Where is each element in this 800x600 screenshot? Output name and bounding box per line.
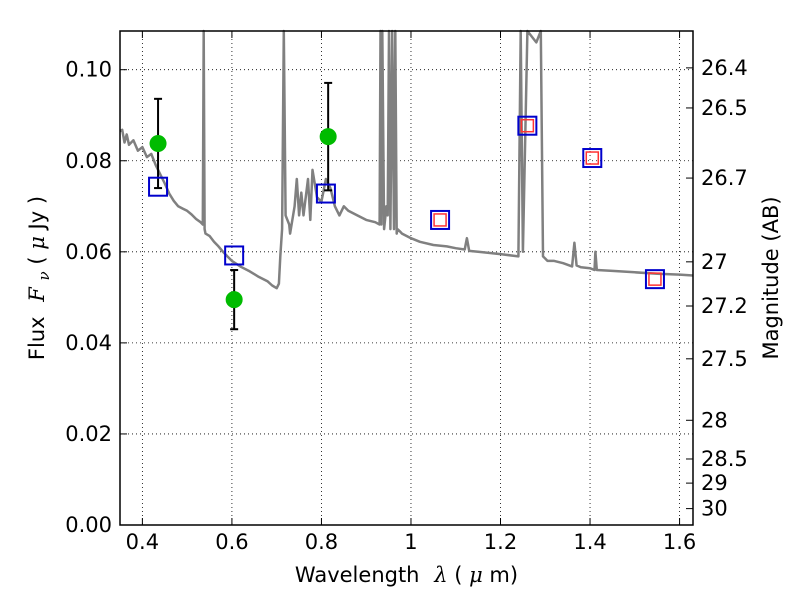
y2-tick-label: 27 — [701, 250, 728, 274]
x-tick-label: 0.8 — [305, 530, 338, 554]
y2-tick-label: 26.5 — [701, 96, 748, 120]
blue-square-point — [582, 148, 603, 169]
green-point — [319, 128, 337, 146]
x-axis-label-unit-open: ( — [454, 563, 462, 587]
y2-tick-label: 28.5 — [701, 447, 748, 471]
red-square-point — [648, 272, 662, 286]
x-axis-label-symbol: λ — [433, 563, 447, 587]
x-axis-label-unit-rest: m) — [489, 563, 518, 587]
data-markers — [148, 115, 665, 309]
y2-tick-label: 28 — [701, 408, 728, 432]
x-tick-label: 1.2 — [484, 530, 517, 554]
x-tick-label: 0.6 — [215, 530, 248, 554]
green-point — [149, 134, 167, 152]
y2-tick-label: 30 — [701, 497, 728, 521]
x-tick-label: 1 — [404, 530, 417, 554]
spectrum-line — [119, 29, 694, 290]
y-tick-label: 0.04 — [65, 331, 112, 355]
y2-tick-label: 27.5 — [701, 347, 748, 371]
y-tick-label: 0.02 — [65, 422, 112, 446]
x-axis-label: Wavelength λ ( μ m) — [295, 563, 518, 587]
y-axis-label-symbol-sub: ν — [35, 271, 53, 280]
blue-square-point — [644, 269, 665, 290]
y-tick-label: 0.00 — [65, 513, 112, 537]
ticks: 0.4 0.6 0.8 1 1.2 1.4 1.6 0.00 0.02 0.04 0.06 0.08 0… — [65, 31, 748, 554]
y-tick-label: 0.10 — [65, 58, 112, 82]
blue-square-point — [315, 183, 336, 204]
blue-square-point — [430, 209, 451, 230]
y-axis-label: Flux F ν ( μ Jy ) — [25, 196, 54, 360]
red-square-point — [433, 213, 447, 227]
y-axis-label-unit-mu: μ — [25, 236, 49, 250]
grid — [120, 31, 693, 526]
plot-frame — [119, 30, 694, 526]
y-tick-label: 0.08 — [65, 149, 112, 173]
y-axis-label-unit-rest: Jy ) — [25, 196, 49, 232]
green-point — [225, 291, 243, 309]
red-square-point — [585, 151, 600, 165]
blue-square-point — [148, 176, 169, 197]
y-axis-label-symbol: F — [25, 286, 49, 303]
red-square-point — [520, 118, 535, 133]
blue-square-point — [517, 115, 538, 136]
x-axis-label-text: Wavelength — [295, 563, 420, 587]
y-axis-label-text: Flux — [25, 316, 49, 360]
x-axis-label-unit-mu: μ — [469, 563, 483, 587]
y2-tick-label: 26.4 — [701, 56, 748, 80]
y2-axis-label: Magnitude (AB) — [759, 196, 783, 359]
y-tick-label: 0.06 — [65, 240, 112, 264]
y2-tick-label: 26.7 — [701, 166, 748, 190]
y2-tick-label: 29 — [701, 471, 728, 495]
x-tick-label: 0.4 — [126, 530, 159, 554]
x-tick-label: 1.4 — [573, 530, 606, 554]
y-axis-label-unit-open: ( — [25, 250, 49, 265]
blue-square-point — [224, 245, 245, 266]
x-tick-label: 1.6 — [663, 530, 696, 554]
model-spectrum — [119, 29, 694, 290]
y2-tick-label: 27.2 — [701, 294, 748, 318]
